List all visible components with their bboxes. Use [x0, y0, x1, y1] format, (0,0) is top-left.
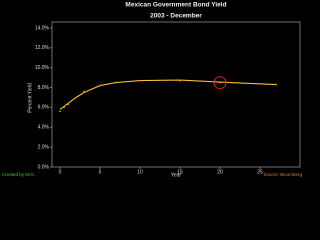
data-point	[99, 84, 101, 87]
source: Source: Bloomberg	[263, 172, 302, 177]
x-tick-label: 5	[99, 169, 102, 175]
data-point	[75, 96, 77, 99]
chart: Mexican Government Bond Yield 2003 - Dec…	[2, 2, 302, 179]
x-tick-label: 15	[177, 169, 183, 175]
y-tick-label: 6.0%	[38, 105, 50, 111]
plot-area	[51, 21, 301, 168]
data-point	[59, 110, 61, 113]
data-point	[179, 79, 181, 82]
y-tick-label: 10.0%	[35, 65, 50, 71]
credit: Created by M.G.	[2, 172, 35, 177]
data-point	[115, 81, 117, 84]
y-axis-label: Percent Yield	[27, 83, 33, 113]
y-tick-label: 12.0%	[35, 45, 50, 51]
page: {"chart_data": {"type": "line", "title":…	[2, 1, 303, 179]
x-tick-label: 20	[217, 169, 223, 175]
data-point	[63, 106, 65, 109]
y-tick-label: 14.0%	[35, 25, 50, 31]
chart-title: Mexican Government Bond Yield	[125, 2, 226, 9]
x-tick-label: 0	[59, 169, 62, 175]
data-point	[219, 81, 221, 84]
chart-subtitle: 2003 - December	[150, 13, 202, 20]
y-tick-label: 8.0%	[38, 85, 50, 91]
data-point	[139, 79, 141, 82]
y-tick-label: 2.0%	[38, 144, 50, 150]
x-axis-label: Year	[171, 172, 181, 178]
highlight-circle	[213, 76, 227, 90]
x-tick-label: 10	[137, 169, 143, 175]
data-point	[83, 90, 85, 93]
y-tick-label: 4.0%	[38, 125, 50, 131]
x-tick-label: 25	[257, 169, 263, 175]
y-tick-label: 0.0%	[38, 164, 50, 170]
data-point	[275, 83, 277, 86]
data-point	[67, 103, 69, 106]
